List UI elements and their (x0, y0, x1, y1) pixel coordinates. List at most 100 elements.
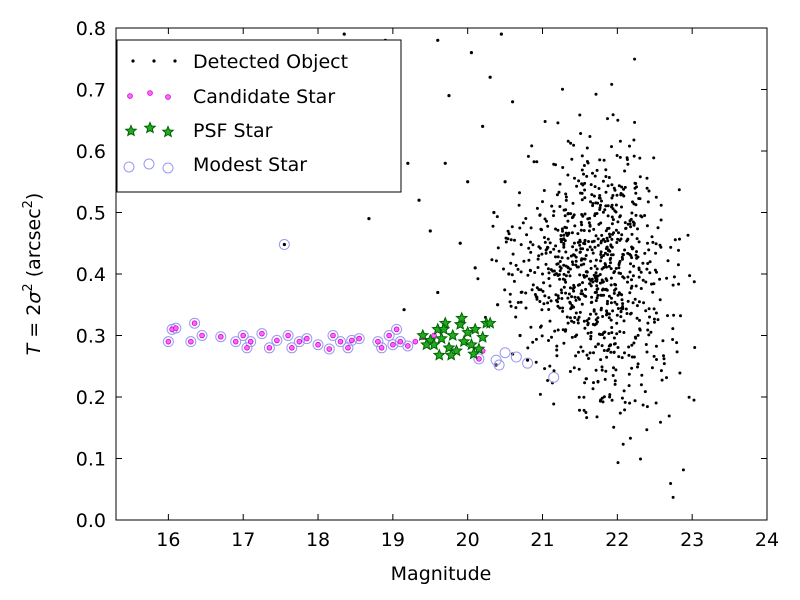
detected-object-point (609, 253, 613, 257)
detected-object-point (592, 381, 595, 385)
detected-object-point (526, 273, 530, 277)
detected-object-point (630, 211, 634, 215)
detected-object-point (624, 307, 628, 311)
modest-star-point (215, 331, 227, 343)
detected-object-point (601, 400, 605, 404)
detected-object-point (538, 300, 542, 303)
detected-object-point (623, 248, 627, 252)
detected-object-point (522, 259, 526, 263)
legend-label-psf-star: PSF Star (193, 120, 273, 142)
psf-star-point (435, 331, 448, 345)
detected-object-point (585, 146, 589, 150)
detected-object-point (580, 182, 584, 186)
detected-object-point (627, 353, 631, 357)
detected-object-point (609, 261, 612, 265)
detected-object-point (558, 269, 562, 273)
detected-object-point (574, 311, 578, 315)
legend-box (116, 39, 402, 193)
detected-object-point (602, 395, 606, 399)
detected-object-point (535, 286, 539, 290)
detected-object-point (469, 51, 474, 55)
detected-object-point (607, 248, 611, 252)
detected-object-point (481, 124, 485, 128)
modest-star-point (256, 328, 268, 340)
detected-object-point (518, 333, 522, 338)
detected-object-point (590, 193, 594, 197)
detected-object-point (633, 399, 637, 403)
detected-object-point (594, 345, 598, 349)
detected-object-point (658, 277, 662, 281)
detected-object-point (623, 221, 627, 225)
detected-object-point (589, 266, 593, 270)
detected-object-point (580, 289, 584, 293)
detected-object-point (447, 94, 451, 98)
detected-object-point (548, 364, 552, 368)
x-axis-label: Magnitude (391, 563, 492, 585)
detected-object-point (570, 231, 574, 235)
detected-object-point (653, 268, 657, 272)
detected-object-point (572, 320, 576, 324)
detected-object-point (612, 271, 616, 275)
candidate-star-point (285, 332, 291, 339)
detected-object-point (634, 191, 638, 195)
detected-object-point (533, 271, 537, 274)
detected-object-point (591, 322, 595, 326)
detected-object-point (665, 376, 668, 380)
detected-object-point (606, 299, 609, 303)
detected-object-point (563, 329, 567, 333)
detected-object-point (639, 457, 642, 461)
detected-object-point (620, 396, 624, 400)
detected-object-point (645, 224, 649, 228)
candidate-star-point (217, 333, 224, 340)
legend-marker-modest-star (123, 158, 174, 174)
detected-object-point (563, 214, 567, 218)
detected-object-point (620, 233, 624, 237)
detected-object-point (587, 240, 590, 243)
detected-object-point (677, 282, 681, 286)
candidate-star-point (476, 356, 482, 362)
detected-object-point (607, 264, 611, 268)
detected-object-point (604, 168, 608, 172)
detected-object-point (406, 161, 410, 165)
detected-object-point (556, 328, 560, 332)
detected-object-point (529, 269, 532, 273)
detected-object-point (578, 273, 582, 277)
detected-object-point (572, 143, 576, 147)
y-label-unit-close: ) (23, 193, 45, 200)
detected-object-point (509, 261, 513, 265)
detected-object-point (593, 185, 597, 189)
detected-object-point (566, 139, 570, 143)
detected-object-point (652, 354, 656, 358)
modest-star-point (162, 336, 174, 348)
detected-object-point (650, 282, 653, 286)
modest-star-point (196, 330, 208, 341)
candidate-star-point (348, 337, 355, 344)
detected-object-point (630, 278, 633, 282)
detected-object-point (675, 341, 679, 345)
detected-object-point (638, 197, 642, 201)
detected-object-point (622, 319, 626, 323)
detected-object-point (619, 237, 623, 241)
detected-object-point (593, 291, 597, 294)
detected-object-point (613, 188, 617, 192)
y-label-unit-open: (arcsec (23, 208, 45, 283)
detected-object-point (580, 302, 584, 306)
detected-object-point (578, 113, 582, 117)
modest-star-point (387, 339, 399, 351)
detected-object-point (536, 266, 540, 269)
detected-object-point (582, 172, 585, 176)
candidate-star-point (274, 337, 280, 344)
x-tick-label: 18 (306, 529, 330, 551)
detected-object-point (537, 245, 541, 249)
detected-object-point (570, 260, 574, 264)
modest-star-point (499, 347, 511, 359)
detected-object-point (604, 175, 608, 178)
detected-object-point (610, 245, 614, 249)
detected-object-point (580, 198, 584, 202)
x-tick-label: 16 (156, 529, 180, 551)
detected-object-point (561, 306, 565, 310)
detected-object-point (589, 200, 592, 204)
detected-object-point (547, 271, 551, 275)
detected-object-point (508, 292, 512, 296)
detected-object-point (688, 274, 692, 278)
